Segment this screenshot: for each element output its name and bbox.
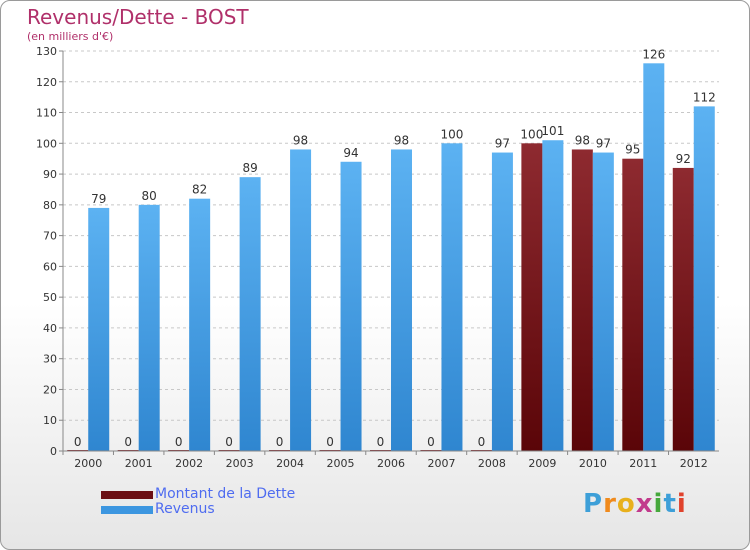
data-label-dette: 92: [676, 152, 691, 166]
legend-label-dette: Montant de la Dette: [155, 486, 296, 502]
x-tick-label: 2002: [175, 457, 203, 470]
bar-revenus: [138, 204, 160, 451]
logo-letter: r: [603, 489, 617, 519]
x-tick-label: 2001: [125, 457, 153, 470]
data-label-dette: 0: [326, 435, 334, 449]
y-tick-label: 70: [43, 230, 57, 243]
legend-swatch-revenus: [101, 505, 153, 514]
x-tick-label: 2000: [74, 457, 102, 470]
y-tick-label: 100: [36, 137, 57, 150]
y-tick-label: 130: [36, 45, 57, 58]
y-tick-label: 0: [50, 445, 57, 458]
bar-dette: [521, 143, 543, 452]
x-tick-label: 2008: [478, 457, 506, 470]
data-label-dette: 100: [520, 127, 543, 141]
y-tick-label: 90: [43, 168, 57, 181]
y-tick-label: 20: [43, 383, 57, 396]
data-label-revenus: 100: [441, 127, 464, 141]
logo-letter: P: [583, 489, 604, 519]
data-label-revenus: 79: [91, 192, 106, 206]
y-tick-label: 50: [43, 291, 57, 304]
x-tick-label: 2006: [377, 457, 405, 470]
legend-label-revenus: Revenus: [155, 501, 215, 517]
data-label-dette: 0: [478, 435, 486, 449]
y-tick-label: 40: [43, 322, 57, 335]
logo-letter: t: [663, 489, 677, 519]
y-tick-label: 10: [43, 414, 57, 427]
data-label-dette: 0: [175, 435, 183, 449]
logo-letter: i: [653, 489, 664, 519]
y-tick-label: 60: [43, 260, 57, 273]
x-tick-label: 2005: [327, 457, 355, 470]
data-label-revenus: 98: [394, 133, 409, 147]
x-tick-label: 2009: [528, 457, 556, 470]
bar-revenus: [441, 143, 463, 452]
legend-swatch-dette: [101, 490, 153, 499]
chart-title: Revenus/Dette - BOST: [27, 5, 249, 29]
legend-item-revenus: Revenus: [101, 502, 295, 517]
data-label-dette: 0: [276, 435, 284, 449]
bar-revenus: [491, 152, 513, 452]
logo-letter: o: [616, 489, 636, 519]
bar-revenus: [239, 177, 261, 451]
y-tick-label: 80: [43, 199, 57, 212]
legend: Montant de la Dette Revenus: [101, 487, 295, 517]
bar-dette: [622, 158, 644, 451]
data-label-revenus: 89: [242, 161, 257, 175]
bar-dette: [571, 149, 593, 451]
bar-revenus: [643, 63, 665, 452]
bar-revenus: [88, 207, 110, 451]
data-label-dette: 98: [575, 133, 590, 147]
y-tick-label: 120: [36, 76, 57, 89]
data-label-dette: 95: [625, 143, 640, 157]
data-label-dette: 0: [74, 435, 82, 449]
data-label-revenus: 94: [343, 146, 358, 160]
bar-revenus: [391, 149, 412, 451]
logo-letter: i: [676, 489, 687, 519]
bar-revenus: [290, 149, 312, 451]
data-label-dette: 0: [124, 435, 132, 449]
bar-revenus: [592, 152, 614, 452]
data-label-dette: 0: [225, 435, 233, 449]
x-tick-label: 2004: [276, 457, 304, 470]
proxiti-logo: Proxiti: [583, 489, 687, 519]
x-tick-label: 2012: [680, 457, 708, 470]
x-tick-label: 2010: [579, 457, 607, 470]
x-tick-label: 2007: [427, 457, 455, 470]
chart-subtitle: (en milliers d'€): [27, 30, 114, 43]
legend-item-dette: Montant de la Dette: [101, 487, 295, 502]
bar-revenus: [340, 161, 362, 451]
data-label-dette: 0: [427, 435, 435, 449]
x-tick-label: 2003: [226, 457, 254, 470]
data-label-revenus: 112: [693, 90, 716, 104]
x-tick-label: 2011: [629, 457, 657, 470]
y-tick-label: 30: [43, 353, 57, 366]
bar-revenus: [542, 140, 564, 451]
y-tick-label: 110: [36, 107, 57, 120]
data-label-revenus: 98: [293, 133, 308, 147]
data-label-revenus: 101: [541, 124, 564, 138]
data-label-revenus: 97: [596, 137, 611, 151]
data-label-dette: 0: [377, 435, 385, 449]
bar-revenus: [189, 198, 211, 451]
bar-revenus: [693, 106, 715, 451]
bar-dette: [672, 167, 694, 451]
data-label-revenus: 126: [642, 47, 665, 61]
data-label-revenus: 82: [192, 183, 207, 197]
data-label-revenus: 97: [495, 137, 510, 151]
logo-letter: x: [635, 489, 654, 519]
data-label-revenus: 80: [142, 189, 157, 203]
